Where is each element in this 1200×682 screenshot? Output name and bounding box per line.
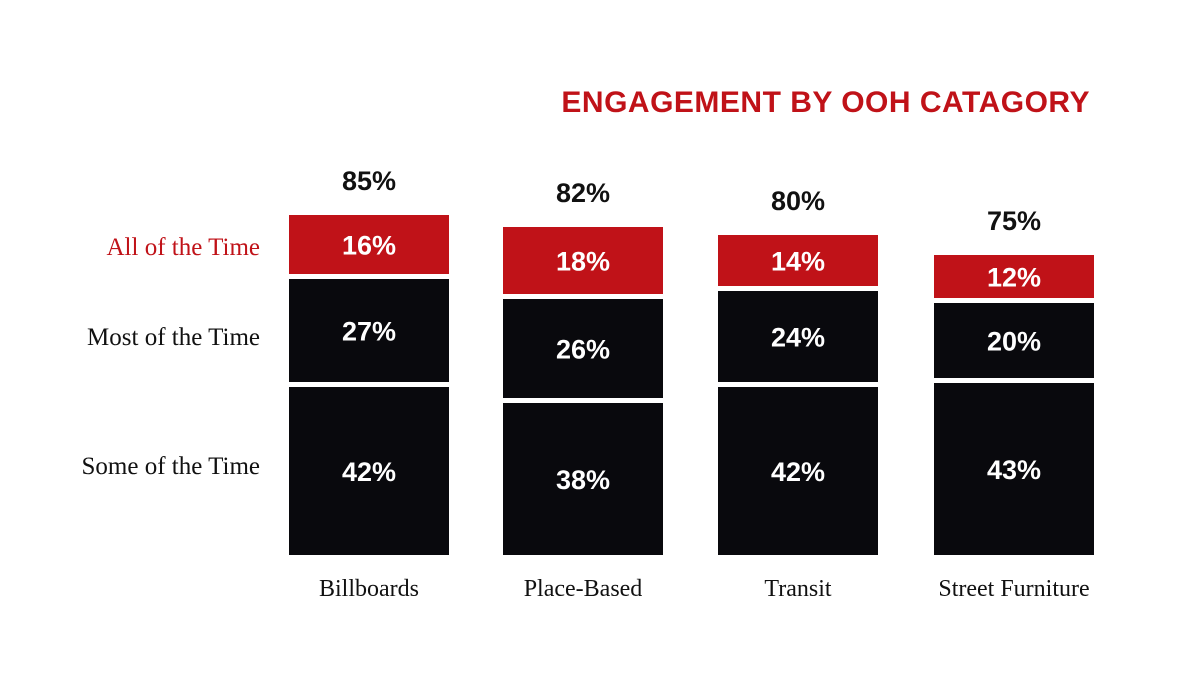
data-label-billboards-all-of-the-time: 16%	[342, 231, 396, 261]
total-label-transit: 80%	[771, 186, 825, 216]
data-label-street-furniture-all-of-the-time: 12%	[987, 263, 1041, 293]
row-label-some-of-the-time: Some of the Time	[81, 453, 261, 480]
data-label-place-based-all-of-the-time: 18%	[556, 247, 610, 277]
data-label-billboards-most-of-the-time: 27%	[342, 317, 396, 347]
row-label-all-of-the-time: All of the Time	[106, 234, 261, 261]
data-label-street-furniture-most-of-the-time: 20%	[987, 327, 1041, 357]
data-label-transit-most-of-the-time: 24%	[771, 323, 825, 353]
bar-transit-some-of-the-time	[718, 387, 878, 555]
bar-transit-all-of-the-time	[718, 235, 878, 286]
data-label-transit-all-of-the-time: 14%	[771, 247, 825, 277]
bar-place-based-some-of-the-time	[503, 403, 663, 555]
bar-street-furniture-all-of-the-time	[934, 255, 1094, 298]
bar-billboards-most-of-the-time	[289, 279, 449, 382]
bar-transit-most-of-the-time	[718, 291, 878, 382]
category-label-transit: Transit	[764, 576, 831, 602]
data-label-transit-some-of-the-time: 42%	[771, 457, 825, 487]
category-label-place-based: Place-Based	[524, 576, 643, 602]
bar-place-based-most-of-the-time	[503, 299, 663, 398]
total-label-street-furniture: 75%	[987, 206, 1041, 236]
bar-street-furniture-most-of-the-time	[934, 303, 1094, 378]
data-label-street-furniture-some-of-the-time: 43%	[987, 455, 1041, 485]
data-label-place-based-some-of-the-time: 38%	[556, 465, 610, 495]
category-label-billboards: Billboards	[319, 576, 419, 602]
total-label-place-based: 82%	[556, 178, 610, 208]
bar-place-based-all-of-the-time	[503, 227, 663, 294]
bar-billboards-some-of-the-time	[289, 387, 449, 555]
chart-title: ENGAGEMENT BY OOH CATAGORY	[561, 86, 1090, 119]
data-label-billboards-some-of-the-time: 42%	[342, 457, 396, 487]
total-label-billboards: 85%	[342, 166, 396, 196]
row-label-most-of-the-time: Most of the Time	[87, 324, 260, 351]
bar-street-furniture-some-of-the-time	[934, 383, 1094, 555]
category-label-street-furniture: Street Furniture	[938, 576, 1089, 602]
bar-billboards-all-of-the-time	[289, 215, 449, 274]
data-label-place-based-most-of-the-time: 26%	[556, 335, 610, 365]
